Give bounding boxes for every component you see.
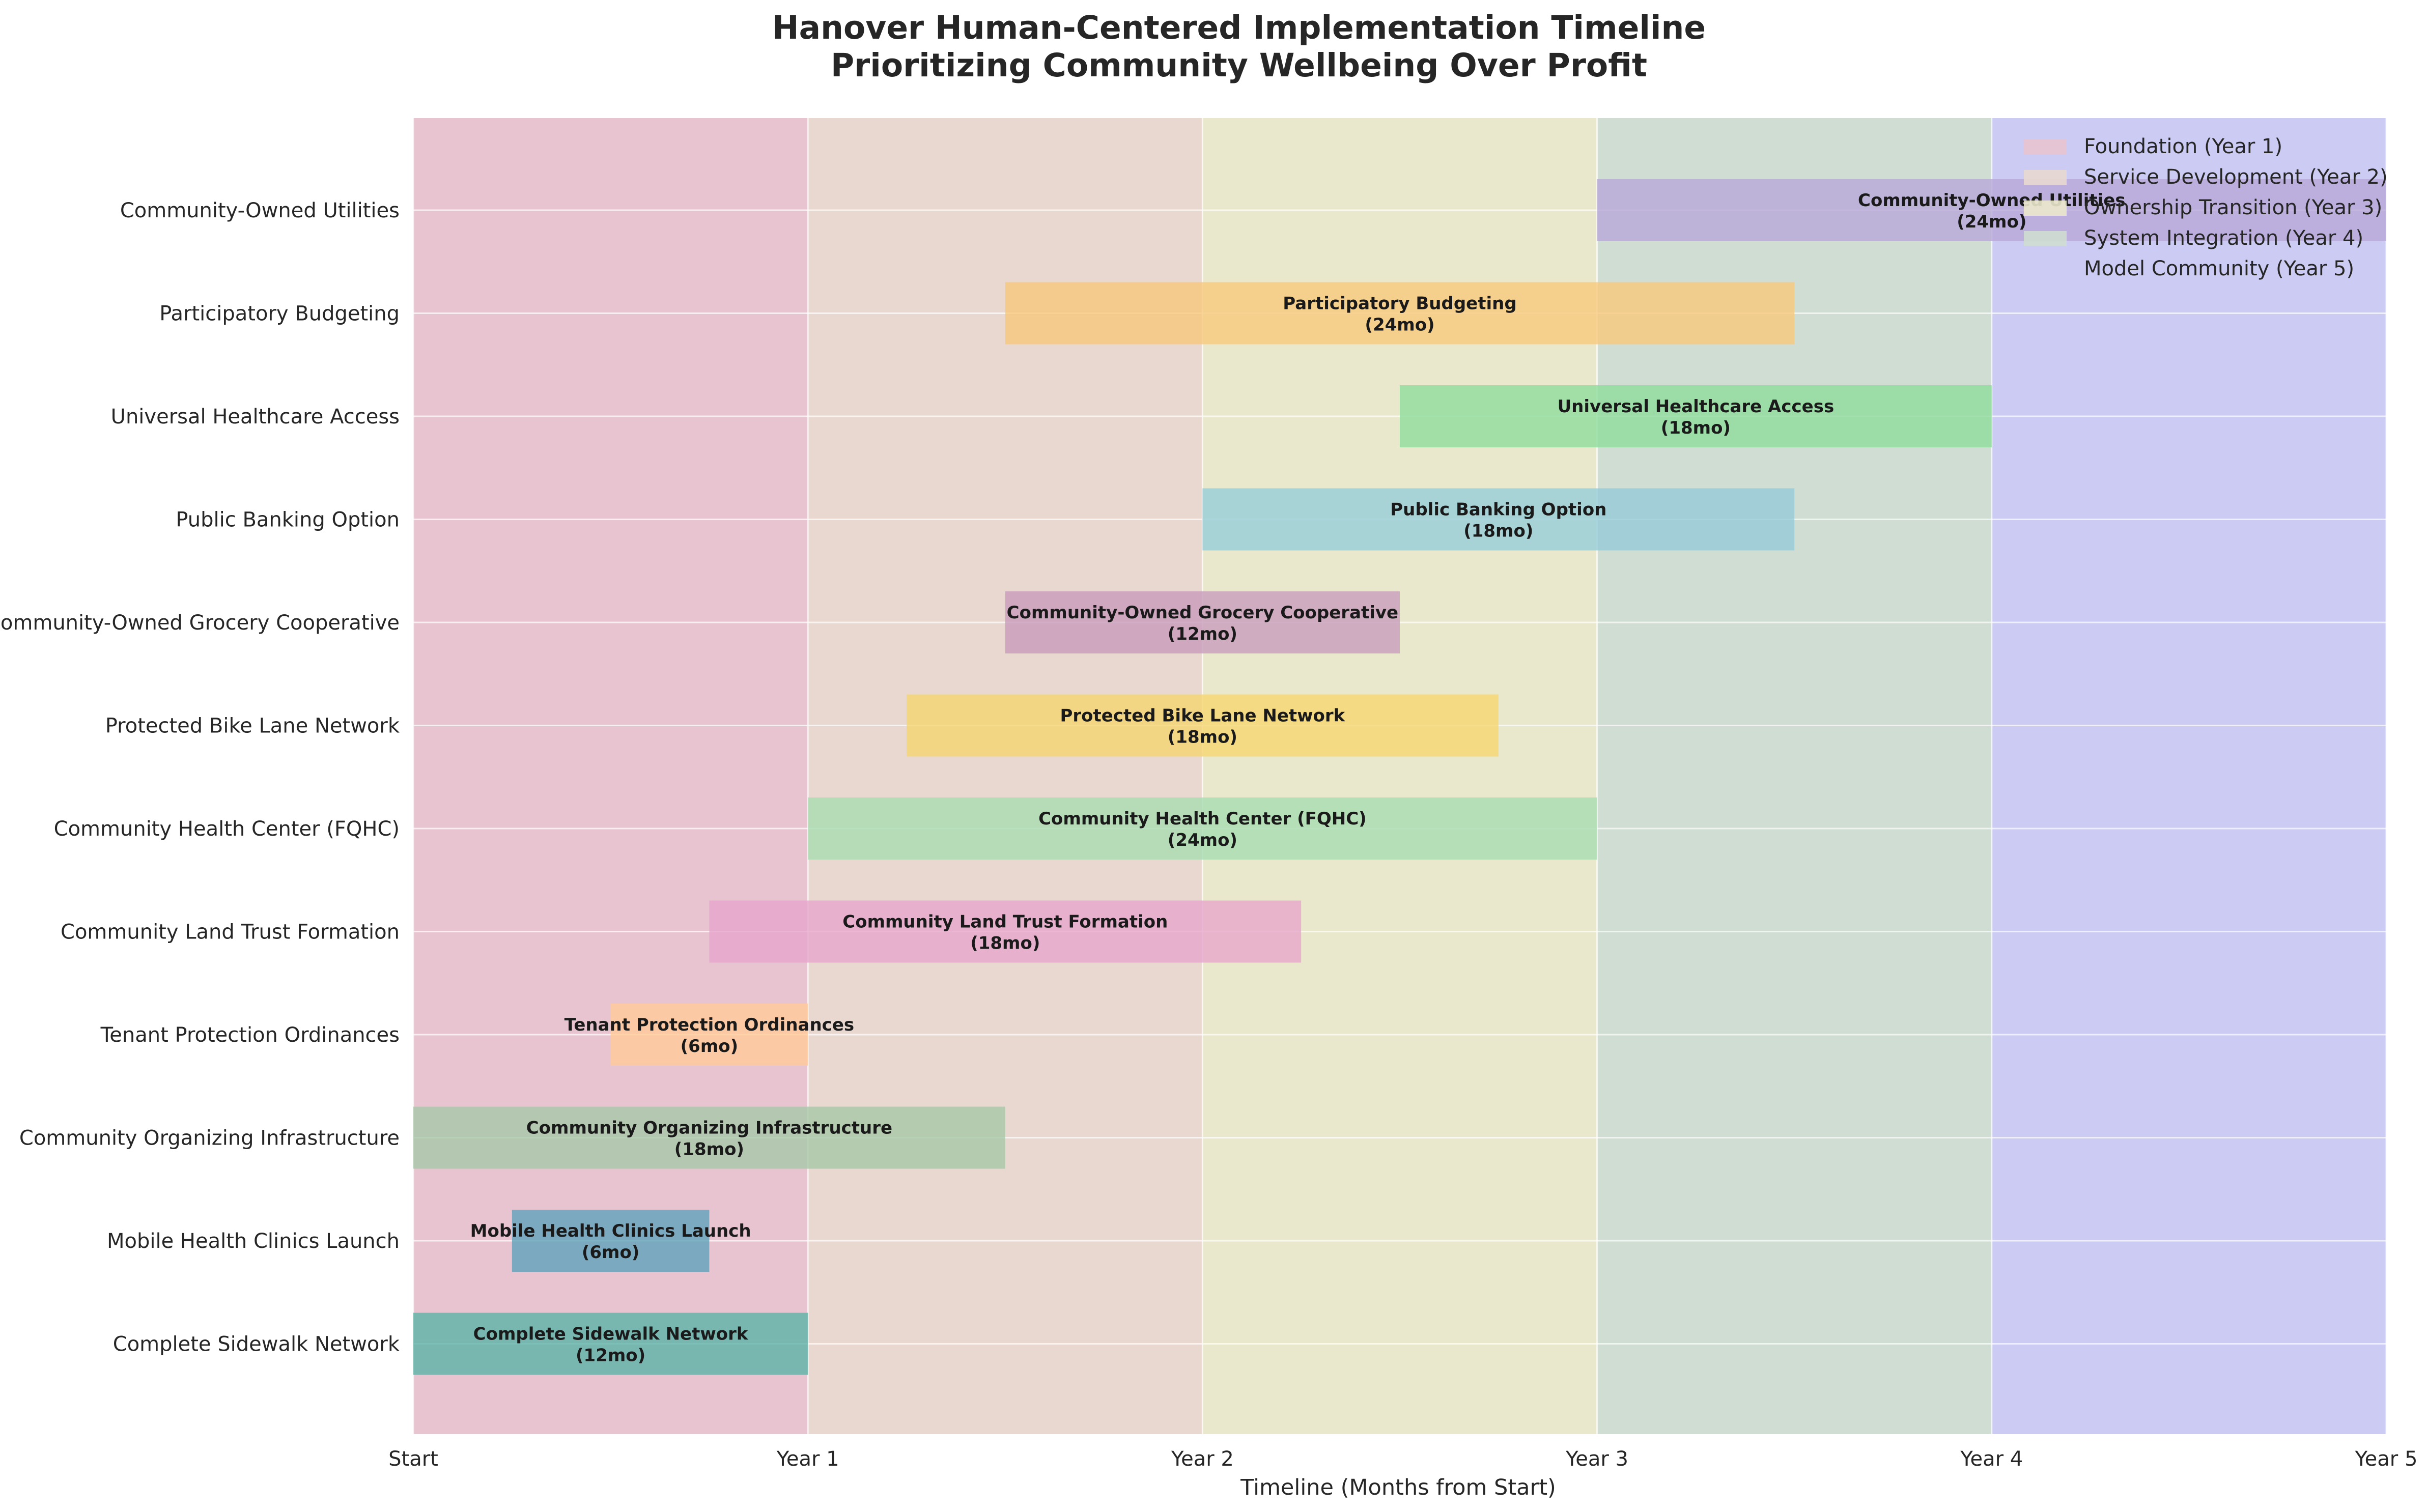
bar-label-7: Protected Bike Lane Network (18mo) (1060, 706, 1346, 748)
x-tick-label-0: Start (388, 1447, 438, 1471)
x-tick-label-3: Year 3 (1565, 1447, 1628, 1471)
bar-label-duration: (24mo) (1957, 212, 2026, 232)
bar-label-duration: (18mo) (970, 933, 1040, 954)
task-bar-4 (610, 1004, 808, 1066)
y-tick-label-7: Protected Bike Lane Network (105, 715, 400, 738)
y-tick-label-5: Community Land Trust Formation (61, 921, 400, 944)
y-tick-label-10: Universal Healthcare Access (111, 405, 400, 429)
bar-label-name: Protected Bike Lane Network (1060, 706, 1346, 726)
bar-label-duration: (24mo) (1168, 830, 1237, 850)
x-axis-tick-labels: Start Year 1 Year 2 Year 3 Year 4 Year 5 (388, 1447, 2417, 1471)
x-tick-label-2: Year 2 (1171, 1447, 1234, 1471)
legend-swatch-1 (2024, 139, 2067, 155)
x-tick-label-1: Year 1 (776, 1447, 839, 1471)
bar-label-duration: (18mo) (1463, 521, 1533, 541)
bar-label-duration: (12mo) (576, 1346, 645, 1366)
bar-label-12: Community-Owned Utilities (24mo) (1858, 190, 2126, 232)
task-bars (413, 179, 2386, 1375)
bar-label-6: Community Health Center (FQHC) (24mo) (1038, 809, 1367, 850)
bar-label-4: Tenant Protection Ordinances (6mo) (565, 1015, 854, 1057)
bar-label-duration: (18mo) (1168, 727, 1237, 748)
y-tick-label-11: Participatory Budgeting (159, 302, 400, 326)
x-tick-label-4: Year 4 (1960, 1447, 2023, 1471)
legend-swatch-3 (2024, 201, 2067, 216)
bar-label-name: Community-Owned Grocery Cooperative (1007, 603, 1398, 623)
y-tick-label-8: Community-Owned Grocery Cooperative (0, 611, 400, 635)
bar-label-11: Participatory Budgeting (24mo) (1283, 294, 1516, 335)
y-axis-tick-labels: Complete Sidewalk Network Mobile Health C… (0, 199, 400, 1356)
bar-label-name: Community Land Trust Formation (842, 912, 1168, 932)
task-bar-10 (1400, 385, 1992, 447)
bar-label-duration: (12mo) (1168, 624, 1237, 644)
task-bar-1 (413, 1313, 808, 1375)
legend: Foundation (Year 1) Service Development (… (2024, 135, 2388, 280)
x-axis-label: Timeline (Months from Start) (1240, 1475, 1556, 1500)
legend-label-5: Model Community (Year 5) (2084, 257, 2354, 280)
task-bar-5 (709, 900, 1302, 963)
task-bar-9 (1202, 488, 1795, 551)
phase-band-5 (1991, 118, 2386, 1434)
chart-title-line-1: Hanover Human-Centered Implementation Ti… (772, 9, 1706, 46)
bar-label-8: Community-Owned Grocery Cooperative (12mo… (1007, 603, 1398, 644)
bar-label-2: Mobile Health Clinics Launch (6mo) (470, 1221, 751, 1263)
y-tick-label-2: Mobile Health Clinics Launch (107, 1230, 400, 1253)
bar-label-duration: (24mo) (1365, 315, 1434, 335)
y-tick-label-4: Tenant Protection Ordinances (100, 1023, 400, 1047)
legend-label-2: Service Development (Year 2) (2084, 165, 2388, 189)
task-bar-6 (808, 797, 1597, 860)
y-tick-label-6: Community Health Center (FQHC) (54, 817, 400, 841)
bar-label-duration: (18mo) (674, 1139, 744, 1160)
bar-label-name: Public Banking Option (1390, 500, 1606, 520)
bar-label-5: Community Land Trust Formation (18mo) (842, 912, 1168, 954)
y-tick-label-3: Community Organizing Infrastructure (19, 1127, 400, 1150)
bar-label-duration: (6mo) (681, 1036, 739, 1057)
chart-title-line-2: Prioritizing Community Wellbeing Over Pr… (831, 47, 1647, 84)
legend-label-3: Ownership Transition (Year 3) (2084, 196, 2382, 219)
legend-swatch-4 (2024, 231, 2067, 246)
bar-label-name: Participatory Budgeting (1283, 294, 1516, 314)
bar-label-name: Community-Owned Utilities (1858, 190, 2126, 211)
task-bar-11 (1005, 282, 1795, 345)
y-tick-label-12: Community-Owned Utilities (120, 199, 400, 222)
bar-label-duration: (18mo) (1661, 418, 1731, 438)
bar-label-name: Mobile Health Clinics Launch (470, 1221, 751, 1241)
bar-label-duration: (6mo) (582, 1242, 640, 1263)
legend-swatch-5 (2024, 262, 2067, 277)
bar-label-name: Complete Sidewalk Network (473, 1324, 749, 1345)
bar-labels: Complete Sidewalk Network (12mo)Mobile He… (470, 190, 2126, 1366)
legend-swatch-2 (2024, 170, 2067, 185)
bar-label-name: Tenant Protection Ordinances (565, 1015, 854, 1035)
x-tick-label-5: Year 5 (2355, 1447, 2418, 1471)
bar-label-9: Public Banking Option (18mo) (1390, 500, 1606, 541)
bar-label-1: Complete Sidewalk Network (12mo) (473, 1324, 749, 1366)
bar-label-name: Community Health Center (FQHC) (1038, 809, 1367, 829)
task-bar-3 (413, 1106, 1005, 1169)
legend-label-1: Foundation (Year 1) (2084, 135, 2282, 158)
y-tick-label-9: Public Banking Option (176, 508, 400, 532)
task-bar-7 (907, 694, 1499, 757)
bar-label-3: Community Organizing Infrastructure (18mo… (526, 1118, 892, 1160)
task-bar-8 (1005, 591, 1400, 653)
bar-label-name: Community Organizing Infrastructure (526, 1118, 892, 1138)
bar-label-name: Universal Healthcare Access (1558, 396, 1835, 417)
legend-label-4: System Integration (Year 4) (2084, 226, 2363, 250)
y-tick-label-1: Complete Sidewalk Network (113, 1333, 400, 1356)
task-bar-12 (1597, 179, 2386, 241)
task-bar-2 (512, 1210, 710, 1272)
bar-label-10: Universal Healthcare Access (18mo) (1558, 396, 1835, 438)
